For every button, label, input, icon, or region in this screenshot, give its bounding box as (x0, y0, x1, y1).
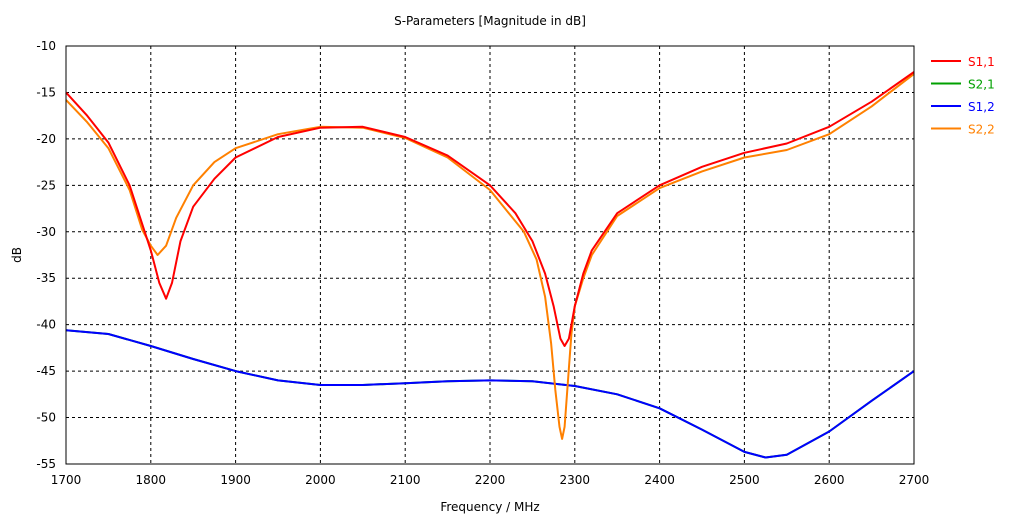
plot-frame (65, 45, 915, 465)
y-axis-label: dB (10, 247, 24, 263)
x-tick-label: 2700 (899, 473, 930, 487)
y-tick-label: -10 (36, 39, 56, 53)
x-axis-label: Frequency / MHz (440, 500, 539, 514)
y-tick-label: -50 (36, 411, 56, 425)
x-tick-label: 2500 (729, 473, 760, 487)
y-tick-label: -20 (36, 132, 56, 146)
y-tick-label: -35 (36, 271, 56, 285)
legend-label: S1,1 (968, 55, 995, 69)
series-line-S1-1 (65, 71, 915, 347)
y-tick-label: -30 (36, 225, 56, 239)
x-tick-label: 1900 (220, 473, 251, 487)
series-line-S2-2 (65, 73, 915, 440)
x-tick-label: 2200 (475, 473, 506, 487)
legend-label: S2,2 (968, 123, 995, 137)
legend-label: S1,2 (968, 100, 995, 114)
y-tick-label: -55 (36, 457, 56, 471)
y-tick-label: -15 (36, 85, 56, 99)
y-tick-label: -25 (36, 178, 56, 192)
x-tick-label: 1800 (136, 473, 167, 487)
y-tick-label: -40 (36, 318, 56, 332)
chart-title: S-Parameters [Magnitude in dB] (394, 14, 586, 28)
x-tick-label: 2100 (390, 473, 421, 487)
x-tick-label: 2300 (560, 473, 591, 487)
x-tick-label: 1700 (51, 473, 82, 487)
legend-label: S2,1 (968, 78, 995, 92)
y-tick-label: -45 (36, 364, 56, 378)
x-tick-label: 2400 (644, 473, 675, 487)
series-line-S1-2 (65, 329, 915, 459)
x-tick-label: 2000 (305, 473, 336, 487)
x-tick-label: 2600 (814, 473, 845, 487)
